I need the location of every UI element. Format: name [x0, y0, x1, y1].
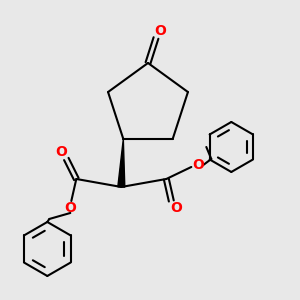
- Polygon shape: [118, 139, 125, 187]
- Text: O: O: [154, 24, 166, 38]
- Text: O: O: [170, 201, 182, 215]
- Text: O: O: [56, 145, 67, 159]
- Text: O: O: [64, 201, 76, 215]
- Text: O: O: [192, 158, 204, 172]
